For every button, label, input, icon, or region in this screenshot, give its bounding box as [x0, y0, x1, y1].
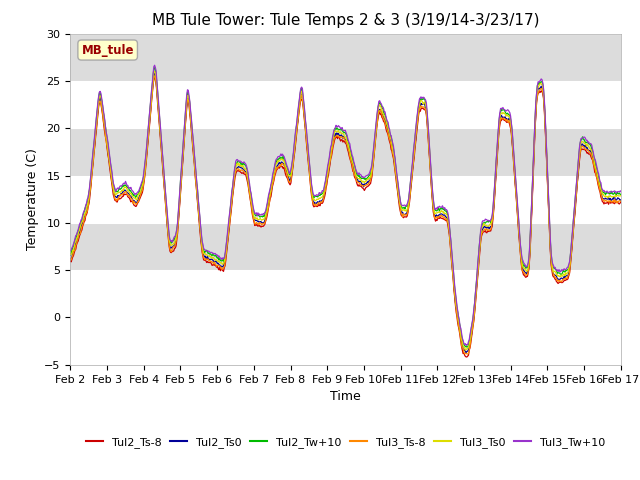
- Bar: [70, 34, 621, 81]
- X-axis label: Time: Time: [330, 390, 361, 403]
- Bar: [70, 223, 621, 270]
- Text: MB_tule: MB_tule: [81, 44, 134, 57]
- Bar: [70, 128, 621, 176]
- Title: MB Tule Tower: Tule Temps 2 & 3 (3/19/14-3/23/17): MB Tule Tower: Tule Temps 2 & 3 (3/19/14…: [152, 13, 540, 28]
- Legend: Tul2_Ts-8, Tul2_Ts0, Tul2_Tw+10, Tul3_Ts-8, Tul3_Ts0, Tul3_Tw+10: Tul2_Ts-8, Tul2_Ts0, Tul2_Tw+10, Tul3_Ts…: [82, 432, 609, 452]
- Y-axis label: Temperature (C): Temperature (C): [26, 148, 39, 250]
